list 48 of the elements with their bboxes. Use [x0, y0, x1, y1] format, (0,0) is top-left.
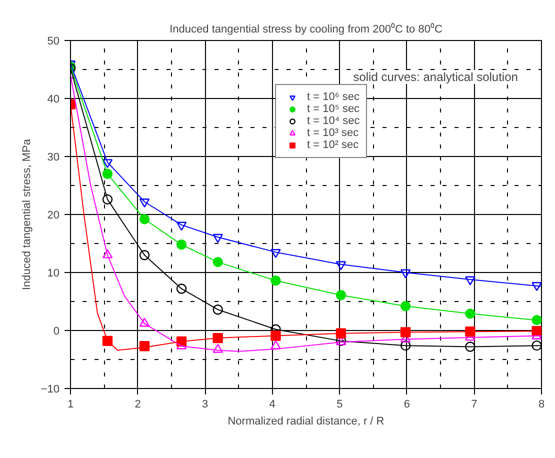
x-tick-label: 4	[269, 398, 276, 410]
chart-title: Induced tangential stress by cooling from 200⁰C to 80⁰C	[170, 22, 442, 36]
y-axis-title: Induced tangential stress, MPa	[20, 138, 33, 290]
legend-label: t = 10³ sec	[307, 127, 359, 139]
legend-label: t = 10⁵ sec	[307, 103, 360, 115]
point	[102, 159, 113, 168]
x-tick-label: 1	[67, 398, 74, 410]
x-tick-label: 5	[336, 398, 343, 410]
x-tick-label: 6	[404, 398, 410, 410]
point	[465, 276, 476, 286]
y-tick-label: 20	[47, 210, 60, 222]
point	[336, 261, 346, 270]
x-tick-label: 7	[471, 398, 478, 410]
point	[270, 249, 281, 258]
point	[532, 314, 542, 326]
point	[212, 234, 223, 243]
point	[465, 326, 476, 337]
annotation: solid curves: analytical solution	[353, 70, 518, 84]
x-tick-label: 2	[134, 398, 141, 410]
legend-label: t = 10² sec	[307, 139, 359, 151]
point	[270, 330, 281, 341]
y-tick-label: 0	[53, 326, 60, 338]
point	[400, 340, 411, 351]
point	[139, 250, 150, 260]
point	[465, 342, 476, 352]
point	[400, 327, 411, 338]
legend-label: t = 10⁶ sec	[307, 91, 360, 103]
x-tick-label: 3	[202, 398, 208, 410]
point	[270, 340, 281, 350]
x-tick-label: 8	[538, 398, 545, 410]
point	[532, 282, 542, 292]
point	[139, 341, 150, 352]
y-tick-label: 50	[47, 36, 60, 48]
point	[176, 222, 187, 231]
point	[102, 194, 113, 205]
y-tick-label: 40	[47, 94, 60, 106]
point	[139, 318, 150, 327]
point	[102, 249, 113, 258]
point	[139, 198, 150, 208]
point	[176, 284, 187, 294]
point	[212, 304, 223, 315]
y-tick-label: 10	[47, 268, 60, 280]
y-tick-label: 30	[47, 152, 60, 164]
y-tick-label: −10	[40, 384, 60, 396]
legend-label: t = 10⁴ sec	[307, 115, 360, 127]
point	[400, 269, 411, 278]
x-axis-title: Normalized radial distance, r / R	[228, 416, 384, 428]
point	[212, 344, 223, 353]
